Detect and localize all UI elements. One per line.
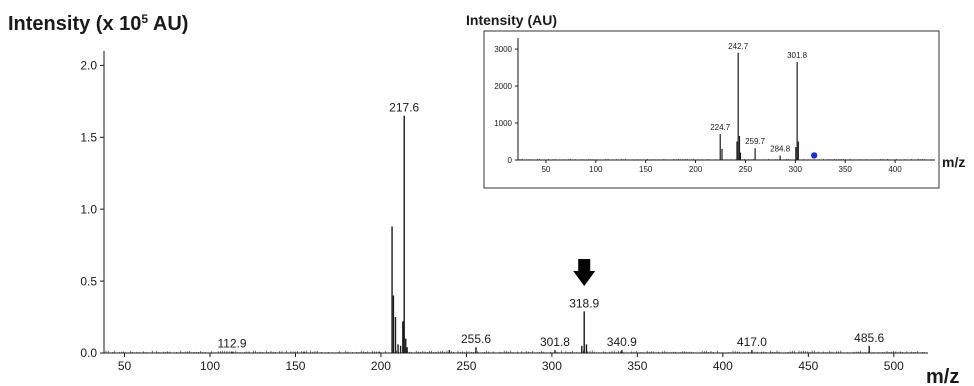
inset-peak-labels: 224.7 242.7 259.7 284.8 301.8	[710, 42, 807, 154]
x-tick-label: 150	[285, 359, 305, 373]
peak-label: 284.8	[770, 145, 791, 154]
y-tick-label: 2.0	[80, 59, 97, 73]
peak-label: 255.6	[461, 332, 491, 346]
diamond-marker-icon	[810, 152, 818, 159]
x-tick-label: 300	[542, 359, 562, 373]
peak-label: 224.7	[710, 123, 731, 132]
inset-ylabel: Intensity (AU)	[466, 12, 557, 28]
x-tick-label: 50	[541, 165, 550, 174]
peak-label: 417.0	[737, 335, 767, 349]
x-tick-label: 250	[739, 165, 753, 174]
main-ylabel-exponent: 5	[141, 12, 148, 26]
inset-chart: 50 100 150 200 250 300 350 400 0 1000 2000 3000 224…	[494, 38, 935, 174]
peak-label: 485.6	[854, 331, 884, 345]
peak-label: 301.8	[787, 51, 808, 60]
main-ylabel-suffix: AU)	[148, 13, 188, 35]
y-tick-label: 1000	[494, 119, 512, 128]
main-ylabel-prefix: Intensity (x 10	[8, 13, 141, 35]
x-tick-label: 400	[888, 165, 902, 174]
x-tick-label: 300	[789, 165, 803, 174]
x-tick-label: 200	[371, 359, 391, 373]
x-tick-label: 350	[627, 359, 647, 373]
peak-label: 242.7	[728, 42, 749, 51]
x-tick-label: 250	[456, 359, 476, 373]
y-tick-label: 0.5	[80, 274, 97, 288]
y-tick-label: 0.0	[80, 346, 97, 360]
y-tick-label: 1.0	[80, 202, 97, 216]
peak-label: 340.9	[607, 335, 637, 349]
x-tick-label: 350	[839, 165, 853, 174]
y-tick-label: 2000	[494, 82, 512, 91]
x-tick-label: 500	[884, 359, 904, 373]
main-ylabel: Intensity (x 105 AU)	[8, 12, 188, 35]
main-xlabel: m/z	[926, 366, 959, 386]
inset-axis-ticks: 50 100 150 200 250 300 350 400 0 1000 2000 3000	[494, 45, 902, 174]
main-axis-ticks: 50 100 150 200 250 300 350 400 450 5000.00.51.01.…	[80, 59, 904, 373]
y-tick-label: 0	[508, 156, 513, 165]
peak-label: 112.9	[217, 337, 246, 351]
peak-label: 217.6	[389, 101, 419, 115]
x-tick-label: 150	[639, 165, 653, 174]
inset-frame	[483, 30, 940, 189]
inset-xlabel: m/z	[942, 154, 965, 170]
x-tick-label: 450	[798, 359, 818, 373]
y-tick-label: 1.5	[80, 130, 97, 144]
main-peak-labels: 112.9 217.6 255.6 301.8 318.9 340.9 417.0 485.6	[217, 101, 884, 351]
arrow-down-icon	[573, 259, 596, 286]
peak-label: 301.8	[540, 335, 570, 349]
x-tick-label: 200	[689, 165, 703, 174]
x-tick-label: 400	[713, 359, 733, 373]
main-chart: 50 100 150 200 250 300 350 400 450 5000.00.51.01.…	[80, 51, 928, 373]
y-tick-label: 3000	[494, 45, 512, 54]
peak-label: 318.9	[569, 296, 599, 310]
x-tick-label: 100	[200, 359, 220, 373]
x-tick-label: 100	[589, 165, 603, 174]
peak-label: 259.7	[745, 137, 766, 146]
x-tick-label: 50	[118, 359, 132, 373]
